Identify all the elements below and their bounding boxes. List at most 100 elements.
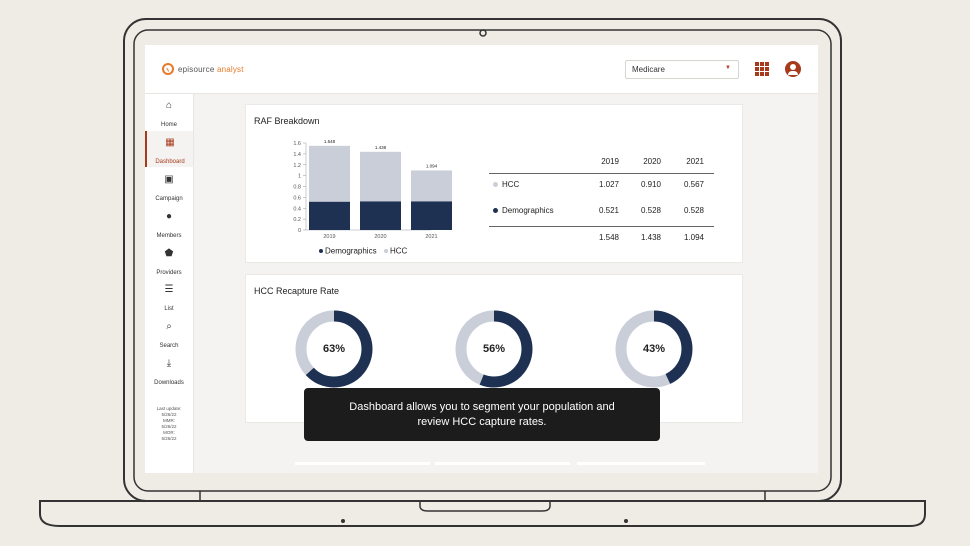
chevron-down-icon: ▼ <box>725 65 731 71</box>
row-label-text: Demographics <box>502 206 554 215</box>
recapture-percent: 43% <box>642 343 666 355</box>
sidebar-item-label: Providers <box>156 270 182 276</box>
bar-demographics-2021 <box>411 201 452 230</box>
y-tick-label: 0.6 <box>293 195 301 201</box>
bar-demographics-2019 <box>309 201 350 230</box>
table-cell: 0.910 <box>640 180 661 189</box>
raf-breakdown-card: RAF Breakdown 0 0.2 0.4 0.6 0.8 1 1.2 1.4 1.6 1.5… <box>245 104 743 263</box>
raf-table-header: 2019 2020 2021 <box>489 151 714 173</box>
donut-chart <box>615 310 693 388</box>
y-tick-label: 1 <box>298 174 301 180</box>
legend-demographics-dot <box>319 249 323 253</box>
row-label: Demographics <box>493 206 554 215</box>
donut-arc <box>615 310 693 388</box>
table-cell: 0.521 <box>598 206 619 215</box>
raf-bar-chart: 0 0.2 0.4 0.6 0.8 1 1.2 1.4 1.6 1.548 2019 1.438 202… <box>293 139 452 256</box>
sidebar-item-search[interactable]: ⌕ Search <box>145 315 193 351</box>
recapture-percent: 63% <box>322 343 346 355</box>
sidebar-item-label: Dashboard <box>155 159 185 165</box>
y-tick-label: 0.2 <box>293 217 301 223</box>
sidebar-item-dashboard[interactable]: ▦ Dashboard <box>145 131 193 167</box>
donut-arc <box>455 310 533 388</box>
tutorial-caption: Dashboard allows you to segment your pop… <box>304 388 660 441</box>
list-icon: ☰ <box>164 284 174 295</box>
sidebar-item-label: Campaign <box>155 196 183 202</box>
dashboard-icon: ▦ <box>165 137 175 148</box>
sidebar: ⌂ Home ▦ Dashboard ▣ Campaign ● Members ⬟ Provide… <box>145 94 194 473</box>
year-header: 2019 <box>601 157 619 166</box>
person-icon: ● <box>165 211 173 222</box>
meta-line: 5/26/22 <box>161 436 177 441</box>
raf-breakdown-title: RAF Breakdown <box>254 116 320 126</box>
bar-total-label: 1.438 <box>375 145 387 150</box>
legend-dot <box>493 208 498 213</box>
sidebar-item-members[interactable]: ● Members <box>145 205 193 241</box>
donut-arc <box>295 310 373 388</box>
sidebar-item-downloads[interactable]: ⤓ Downloads <box>145 352 193 388</box>
raf-table: 2019 2020 2021 HCC 1.027 0.910 0.567 Demographi… <box>489 151 714 253</box>
recapture-donut-2019: 63% <box>294 309 374 389</box>
y-tick-label: 0.8 <box>293 185 301 191</box>
bar-hcc-2020 <box>360 151 401 202</box>
recapture-donut-2020: 56% <box>454 309 534 389</box>
x-tick-label: 2020 <box>374 234 386 240</box>
bar-total-label: 1.094 <box>426 163 438 168</box>
sidebar-item-campaign[interactable]: ▣ Campaign <box>145 168 193 204</box>
top-bar: episource analyst Medicare ▼ <box>145 45 818 94</box>
sidebar-item-label: Home <box>160 122 177 128</box>
bar-demographics-2020 <box>360 201 401 230</box>
sidebar-item-label: Members <box>156 233 182 239</box>
apps-grid-icon[interactable] <box>755 62 769 76</box>
legend-hcc-dot <box>384 249 388 253</box>
home-icon: ⌂ <box>165 100 173 111</box>
row-label-text: HCC <box>502 180 520 189</box>
table-cell: 0.567 <box>683 180 704 189</box>
y-tick-label: 1.2 <box>293 163 301 169</box>
year-header: 2020 <box>643 157 661 166</box>
sidebar-item-home[interactable]: ⌂ Home <box>145 94 193 130</box>
logo-icon <box>162 63 174 75</box>
sidebar-item-list[interactable]: ☰ List <box>145 278 193 314</box>
sidebar-item-label: List <box>164 306 174 312</box>
donut-chart <box>455 310 533 388</box>
download-icon: ⤓ <box>166 358 172 369</box>
sidebar-item-label: Search <box>159 343 179 349</box>
briefcase-icon: ▣ <box>164 174 174 185</box>
donut-chart <box>295 310 373 388</box>
x-tick-label: 2021 <box>425 234 437 240</box>
y-tick-label: 1.6 <box>293 141 301 147</box>
year-header: 2021 <box>686 157 704 166</box>
total-cell: 1.094 <box>683 233 704 242</box>
legend-demographics: Demographics <box>325 247 377 256</box>
plan-select-value: Medicare <box>632 65 665 74</box>
recapture-percent: 56% <box>482 343 506 355</box>
table-cell: 0.528 <box>640 206 661 215</box>
meta-line: MOR: <box>163 430 175 435</box>
bar-hcc-2021 <box>411 170 452 202</box>
legend-hcc: HCC <box>390 247 408 256</box>
y-tick-label: 0.4 <box>293 206 301 212</box>
caption-line-2: review HCC capture rates. <box>417 416 547 428</box>
app-logo[interactable]: episource analyst <box>162 63 244 75</box>
caption-line-1: Dashboard allows you to segment your pop… <box>349 401 615 413</box>
table-cell: 1.027 <box>598 180 619 189</box>
recapture-donut-2021: 43% <box>614 309 694 389</box>
bar-hcc-2019 <box>309 145 350 202</box>
hcc-recapture-title: HCC Recapture Rate <box>254 286 340 296</box>
y-tick-label: 0 <box>298 228 301 234</box>
y-tick-label: 1.4 <box>293 152 301 158</box>
plan-select[interactable]: Medicare ▼ <box>625 60 739 79</box>
meta-line: 5/26/22 <box>161 424 177 429</box>
table-total-row: 1.548 1.438 1.094 <box>489 226 714 253</box>
row-label: HCC <box>493 180 519 189</box>
search-icon: ⌕ <box>166 321 172 332</box>
user-avatar-icon[interactable] <box>785 61 801 77</box>
shield-icon: ⬟ <box>164 248 174 259</box>
brand-name: episource analyst <box>178 64 244 74</box>
last-update-info: Last update: 5/26/22 MMR: 5/26/22 MOR: 5/26/2… <box>145 406 193 442</box>
sidebar-item-providers[interactable]: ⬟ Providers <box>145 242 193 278</box>
table-row: HCC 1.027 0.910 0.567 <box>489 173 714 200</box>
total-cell: 1.548 <box>598 233 619 242</box>
sidebar-item-label: Downloads <box>154 380 184 386</box>
meta-line: MMR: <box>163 418 175 423</box>
